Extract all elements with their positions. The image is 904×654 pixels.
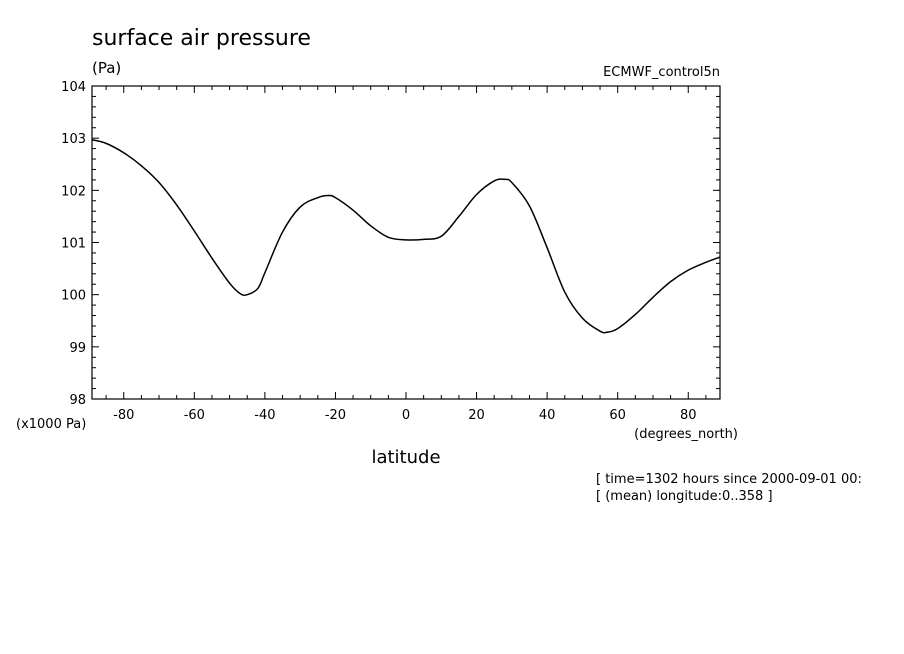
y-tick-label: 104 xyxy=(61,80,86,95)
y-tick-labels: 98 99 100 101 102 103 104 xyxy=(61,80,86,408)
y-tick-label: 101 xyxy=(61,237,86,252)
y-scale-label: (x1000 Pa) xyxy=(16,417,86,432)
footnote-time: [ time=1302 hours since 2000-09-01 00: xyxy=(596,472,862,487)
y-tick-label: 100 xyxy=(61,289,86,304)
x-tick-label: 80 xyxy=(680,408,697,423)
x-units-label: (degrees_north) xyxy=(634,427,738,442)
y-tick-label: 103 xyxy=(61,132,86,147)
x-axis-label: latitude xyxy=(371,447,440,468)
y-tick-label: 102 xyxy=(61,184,86,199)
series-line xyxy=(91,139,721,334)
y-tick-label: 98 xyxy=(69,393,86,408)
x-tick-label: 40 xyxy=(539,408,556,423)
units-label: (Pa) xyxy=(92,59,121,77)
plot-frame xyxy=(91,85,721,400)
x-tick-label: 20 xyxy=(468,408,485,423)
axis-ticks xyxy=(92,85,720,400)
chart-title: surface air pressure xyxy=(92,26,311,51)
footnote-longitude: [ (mean) longitude:0..358 ] xyxy=(596,489,773,504)
y-tick-label: 99 xyxy=(69,341,86,356)
x-tick-labels: -80 -60 -40 -20 0 20 40 60 80 xyxy=(113,408,696,423)
x-tick-label: -20 xyxy=(325,408,346,423)
x-tick-label: -40 xyxy=(254,408,275,423)
x-tick-label: 0 xyxy=(402,408,410,423)
dataset-label: ECMWF_control5n xyxy=(603,65,720,80)
x-tick-label: -60 xyxy=(184,408,205,423)
x-tick-label: 60 xyxy=(609,408,626,423)
x-tick-label: -80 xyxy=(113,408,134,423)
